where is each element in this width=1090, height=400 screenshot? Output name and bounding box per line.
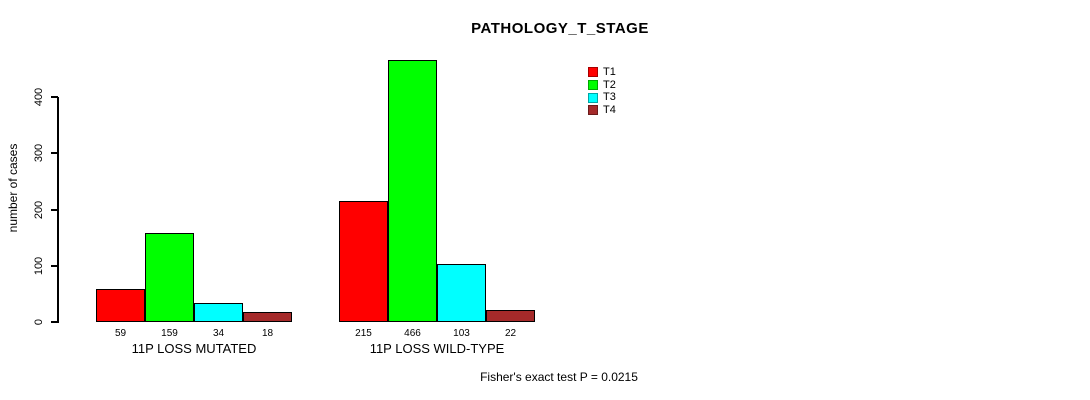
- legend: T1 T2 T3 T4: [588, 66, 616, 117]
- y-axis-label: number of cases: [6, 143, 20, 233]
- legend-row-t2: T2: [588, 79, 616, 92]
- bar-t2-group1: [145, 233, 194, 322]
- bar-value-label: 34: [212, 328, 225, 339]
- legend-swatch-t3: [588, 92, 598, 103]
- y-tick-mark: [51, 208, 58, 211]
- legend-row-t1: T1: [588, 66, 616, 79]
- legend-label: T1: [603, 65, 616, 78]
- bar-value-label: 466: [404, 328, 421, 339]
- bar-value-label: 215: [355, 328, 372, 339]
- x-group-label: 11P LOSS MUTATED: [131, 341, 257, 356]
- bar-value-label: 22: [504, 328, 517, 339]
- bar-t4-group1: [243, 312, 292, 322]
- y-tick-label: 300: [33, 144, 45, 163]
- y-tick-mark: [51, 152, 58, 155]
- bar-t3-group2: [437, 264, 486, 322]
- legend-label: T4: [603, 103, 616, 116]
- bar-value-label: 59: [114, 328, 127, 339]
- legend-swatch-t2: [588, 80, 598, 91]
- y-tick-mark: [51, 264, 58, 267]
- bar-t1-group2: [339, 201, 388, 322]
- legend-swatch-t1: [588, 67, 598, 78]
- chart-title: PATHOLOGY_T_STAGE: [471, 20, 649, 37]
- bar-t2-group2: [388, 60, 437, 322]
- bar-value-label: 18: [261, 328, 274, 339]
- legend-row-t3: T3: [588, 91, 616, 104]
- y-tick-label: 100: [33, 256, 45, 275]
- bar-t3-group1: [194, 303, 243, 322]
- y-axis: [57, 97, 59, 323]
- legend-swatch-t4: [588, 105, 598, 116]
- bar-value-label: 103: [453, 328, 470, 339]
- x-group-label: 11P LOSS WILD-TYPE: [369, 341, 505, 356]
- y-tick-label: 400: [33, 87, 45, 107]
- fisher-test-annotation: Fisher's exact test P = 0.0215: [480, 370, 638, 384]
- y-tick-label: 200: [33, 200, 45, 219]
- y-tick-mark: [51, 321, 58, 323]
- y-tick-label: 0: [33, 318, 45, 326]
- y-tick-mark: [51, 96, 58, 98]
- bar-value-label: 159: [161, 328, 178, 339]
- legend-row-t4: T4: [588, 104, 616, 117]
- legend-label: T3: [603, 91, 616, 104]
- bar-t4-group2: [486, 310, 535, 322]
- bar-t1-group1: [96, 289, 145, 322]
- legend-label: T2: [603, 78, 616, 91]
